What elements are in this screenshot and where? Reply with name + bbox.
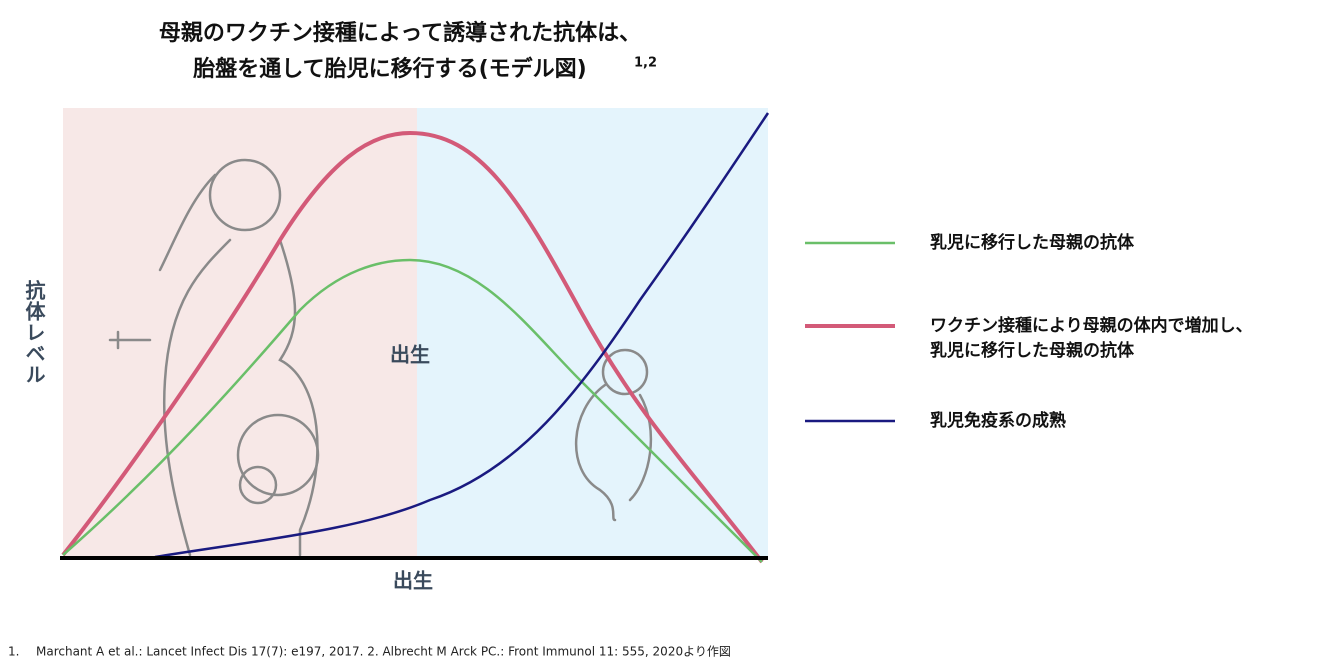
transferred-antibody-curve [62,258,763,563]
title-superscript: 1,2 [634,56,657,71]
infant-immunity-curve [154,112,770,559]
title-line: 母親のワクチン接種によって誘導された抗体は、 [159,20,641,46]
title-line: 胎盤を通して胎児に移行する(モデル図) [193,56,586,82]
legend-label: 乳児に移行した母親の抗体 [930,340,1135,361]
legend-label: 乳児に移行した母親の抗体 [930,232,1135,253]
legend-label: 乳児免疫系の成熟 [930,410,1066,431]
footnote: Marchant A et al.: Lancet Infect Dis 17(… [36,645,731,659]
maternal-antibody-curve [61,130,764,564]
x-axis-label: 出生 [393,569,433,593]
legend-label: ワクチン接種により母親の体内で増加し、 [930,315,1253,336]
center-label: 出生 [390,343,430,367]
legend: 乳児に移行した母親の抗体ワクチン接種により母親の体内で増加し、乳児に移行した母親… [805,232,1253,431]
footnote-number: 1. [8,645,19,659]
illustration [108,158,653,557]
y-axis-label: 抗体レベル [22,280,46,385]
